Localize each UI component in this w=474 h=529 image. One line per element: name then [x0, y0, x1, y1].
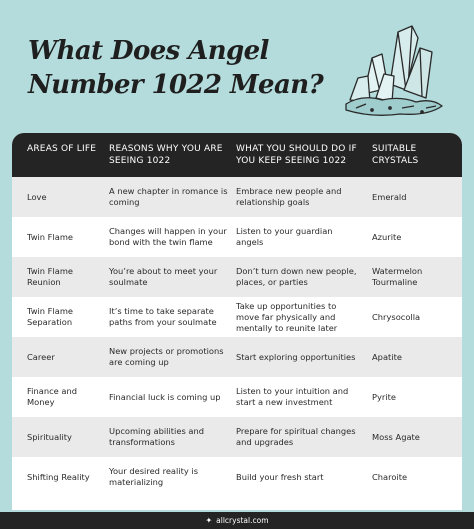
crystal-cluster-icon: [345, 25, 443, 116]
cell-reason: You’re about to meet your soulmate: [109, 266, 218, 287]
cell-reason: A new chapter in romance is coming: [109, 186, 228, 207]
table-header-row: AREAS OF LIFE REASONS WHY YOU ARE SEEING…: [12, 133, 462, 177]
cell-area: Finance and Money: [27, 386, 77, 407]
cell-reason: Financial luck is coming up: [109, 391, 221, 402]
cell-reason: Changes will happen in your bond with th…: [109, 226, 227, 247]
table-row: Career New projects or promotions are co…: [12, 337, 462, 377]
cell-action: Don’t turn down new people, places, or p…: [236, 266, 357, 287]
cell-reason: It’s time to take separate paths from yo…: [109, 306, 217, 327]
cell-area: Shifting Reality: [27, 471, 90, 482]
cell-area: Twin Flame Reunion: [27, 266, 74, 287]
cell-area: Twin Flame: [27, 231, 74, 242]
table-row: Finance and Money Financial luck is comi…: [12, 377, 462, 417]
cell-action: Listen to your intuition and start a new…: [236, 386, 349, 407]
cell-crystal: Chrysocolla: [372, 311, 421, 322]
cell-crystal: Watermelon Tourmaline: [372, 266, 423, 287]
cell-area: Love: [27, 191, 47, 202]
cell-action: Listen to your guardian angels: [236, 226, 333, 247]
cell-reason: Your desired reality is materializing: [109, 466, 199, 487]
cell-action: Embrace new people and relationship goal…: [236, 186, 342, 207]
cell-crystal: Emerald: [372, 191, 407, 202]
cell-area: Career: [27, 351, 55, 362]
table-row: Twin Flame Separation It’s time to take …: [12, 297, 462, 337]
table-row: Shifting Reality Your desired reality is…: [12, 457, 462, 497]
header-suitable-crystals: SUITABLE CRYSTALS: [372, 144, 419, 166]
cell-action: Take up opportunities to move far physic…: [236, 300, 338, 333]
cell-action: Build your fresh start: [236, 471, 324, 482]
cell-crystal: Charoite: [372, 471, 408, 482]
table-row: Twin Flame Reunion You’re about to meet …: [12, 257, 462, 297]
cell-area: Spirituality: [27, 431, 72, 442]
table-row: Twin Flame Changes will happen in your b…: [12, 217, 462, 257]
cell-action: Start exploring opportunities: [236, 351, 356, 362]
cell-crystal: Moss Agate: [372, 431, 420, 442]
footer-bar: ✦ allcrystal.com: [0, 512, 474, 529]
cell-crystal: Apatite: [372, 351, 402, 362]
cell-crystal: Azurite: [372, 231, 402, 242]
table-row: Spirituality Upcoming abilities and tran…: [12, 417, 462, 457]
cell-area: Twin Flame Separation: [27, 306, 74, 327]
page-title: What Does Angel Number 1022 Mean?: [28, 36, 324, 100]
site-link[interactable]: allcrystal.com: [216, 516, 269, 525]
table-row: Love A new chapter in romance is coming …: [12, 177, 462, 217]
cell-action: Prepare for spiritual changes and upgrad…: [236, 426, 356, 447]
cell-crystal: Pyrite: [372, 391, 396, 402]
crystal-logo-icon: ✦: [205, 515, 213, 525]
cell-reason: Upcoming abilities and transformations: [109, 426, 205, 447]
cell-reason: New projects or promotions are coming up: [109, 346, 224, 367]
header-reasons: REASONS WHY YOU ARE SEEING 1022: [109, 144, 223, 166]
meaning-table: AREAS OF LIFE REASONS WHY YOU ARE SEEING…: [12, 133, 462, 510]
header-areas-of-life: AREAS OF LIFE: [27, 144, 97, 154]
page-header: What Does Angel Number 1022 Mean?: [0, 0, 474, 128]
header-what-to-do: WHAT YOU SHOULD DO IF YOU KEEP SEEING 10…: [236, 144, 357, 166]
